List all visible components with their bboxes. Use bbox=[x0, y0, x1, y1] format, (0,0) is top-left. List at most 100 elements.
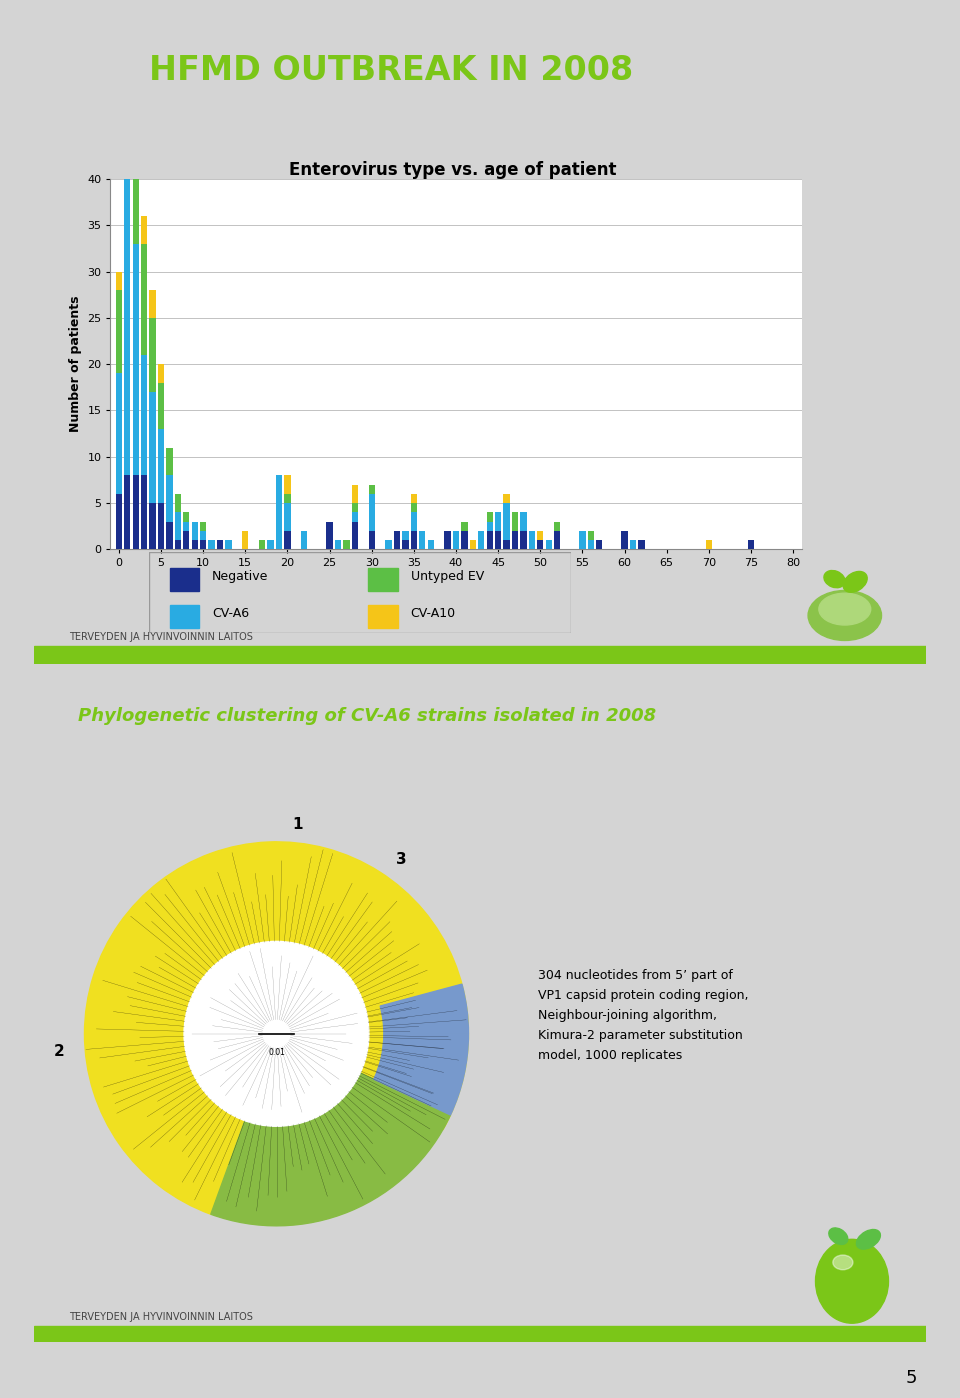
Bar bbox=[351, 512, 358, 521]
Bar bbox=[124, 475, 131, 549]
Ellipse shape bbox=[833, 1255, 852, 1269]
Bar bbox=[141, 243, 147, 355]
Bar bbox=[579, 531, 586, 549]
Ellipse shape bbox=[856, 1229, 880, 1250]
Bar bbox=[369, 605, 398, 628]
Bar bbox=[706, 540, 712, 549]
Text: Untyped EV: Untyped EV bbox=[411, 570, 484, 583]
Bar bbox=[326, 521, 333, 549]
Bar bbox=[183, 512, 189, 521]
Bar bbox=[461, 521, 468, 531]
Bar bbox=[132, 243, 139, 475]
Bar bbox=[124, 41, 131, 67]
Bar bbox=[503, 503, 510, 540]
Bar bbox=[420, 531, 425, 549]
Bar bbox=[335, 540, 341, 549]
Text: Phylogenetic clustering of CV-A6 strains isolated in 2008: Phylogenetic clustering of CV-A6 strains… bbox=[79, 707, 657, 726]
Bar bbox=[284, 475, 291, 493]
Bar bbox=[124, 179, 131, 475]
Bar bbox=[141, 355, 147, 475]
Text: 3: 3 bbox=[396, 853, 406, 867]
Bar bbox=[638, 540, 644, 549]
Bar bbox=[157, 429, 164, 503]
Bar bbox=[226, 540, 231, 549]
Text: TERVEYDEN JA HYVINVOINNIN LAITOS: TERVEYDEN JA HYVINVOINNIN LAITOS bbox=[69, 632, 253, 642]
Circle shape bbox=[815, 1239, 889, 1323]
Y-axis label: Number of patients: Number of patients bbox=[69, 296, 82, 432]
Bar bbox=[115, 291, 122, 373]
Bar bbox=[487, 531, 492, 549]
Bar bbox=[192, 540, 198, 549]
Bar bbox=[192, 521, 198, 540]
Bar bbox=[268, 540, 274, 549]
Bar bbox=[141, 475, 147, 549]
Bar bbox=[369, 531, 374, 549]
Bar bbox=[175, 540, 181, 549]
Bar bbox=[284, 493, 291, 503]
Bar bbox=[369, 493, 374, 531]
Bar bbox=[554, 531, 561, 549]
Bar bbox=[115, 373, 122, 493]
Ellipse shape bbox=[824, 570, 845, 587]
Bar bbox=[200, 540, 206, 549]
Bar bbox=[150, 391, 156, 503]
Bar bbox=[351, 485, 358, 503]
Bar bbox=[34, 1325, 926, 1342]
Bar bbox=[503, 493, 510, 503]
Bar bbox=[503, 540, 510, 549]
Text: 304 nucleotides from 5’ part of
VP1 capsid protein coding region,
Neighbour-join: 304 nucleotides from 5’ part of VP1 caps… bbox=[538, 969, 749, 1062]
Bar bbox=[284, 531, 291, 549]
Text: 2: 2 bbox=[54, 1044, 65, 1060]
Bar bbox=[385, 540, 392, 549]
Bar bbox=[242, 531, 249, 549]
Bar bbox=[369, 569, 398, 591]
Text: Negative: Negative bbox=[212, 570, 269, 583]
Bar bbox=[411, 531, 417, 549]
Text: 5: 5 bbox=[905, 1369, 917, 1387]
Bar bbox=[545, 540, 552, 549]
Bar bbox=[115, 493, 122, 549]
Bar bbox=[402, 540, 409, 549]
Bar bbox=[554, 521, 561, 531]
Bar bbox=[487, 521, 492, 531]
Text: CV-A10: CV-A10 bbox=[411, 607, 456, 619]
Ellipse shape bbox=[808, 590, 881, 640]
Bar bbox=[150, 317, 156, 391]
Bar bbox=[411, 503, 417, 512]
Wedge shape bbox=[211, 1072, 450, 1226]
Bar bbox=[175, 512, 181, 540]
Bar bbox=[284, 503, 291, 531]
Text: HFMD OUTBREAK IN 2008: HFMD OUTBREAK IN 2008 bbox=[149, 53, 633, 87]
Bar bbox=[132, 41, 139, 243]
Bar bbox=[469, 540, 476, 549]
Wedge shape bbox=[84, 842, 468, 1215]
Bar bbox=[301, 531, 307, 549]
Bar bbox=[621, 531, 628, 549]
Bar bbox=[157, 503, 164, 549]
Bar bbox=[411, 493, 417, 503]
Bar bbox=[487, 512, 492, 521]
Bar bbox=[259, 540, 265, 549]
Bar bbox=[132, 475, 139, 549]
Bar bbox=[170, 605, 200, 628]
Bar bbox=[157, 365, 164, 383]
Bar bbox=[141, 215, 147, 243]
Bar bbox=[444, 531, 451, 549]
Bar bbox=[124, 67, 131, 179]
Bar bbox=[495, 512, 501, 531]
Bar bbox=[200, 531, 206, 540]
Bar bbox=[512, 531, 518, 549]
Bar bbox=[157, 383, 164, 429]
Bar bbox=[411, 512, 417, 531]
Bar bbox=[276, 475, 282, 549]
Bar bbox=[461, 531, 468, 549]
Bar bbox=[208, 540, 215, 549]
Bar bbox=[183, 521, 189, 531]
Wedge shape bbox=[380, 984, 468, 1035]
Bar bbox=[369, 485, 374, 493]
Bar bbox=[520, 512, 527, 531]
Bar bbox=[630, 540, 636, 549]
Bar bbox=[596, 540, 603, 549]
Bar bbox=[748, 540, 755, 549]
Text: TERVEYDEN JA HYVINVOINNIN LAITOS: TERVEYDEN JA HYVINVOINNIN LAITOS bbox=[69, 1313, 253, 1323]
